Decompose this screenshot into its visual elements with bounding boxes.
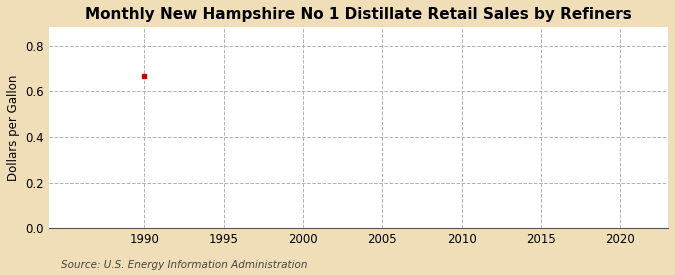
Y-axis label: Dollars per Gallon: Dollars per Gallon (7, 75, 20, 181)
Text: Source: U.S. Energy Information Administration: Source: U.S. Energy Information Administ… (61, 260, 307, 270)
Title: Monthly New Hampshire No 1 Distillate Retail Sales by Refiners: Monthly New Hampshire No 1 Distillate Re… (85, 7, 632, 22)
